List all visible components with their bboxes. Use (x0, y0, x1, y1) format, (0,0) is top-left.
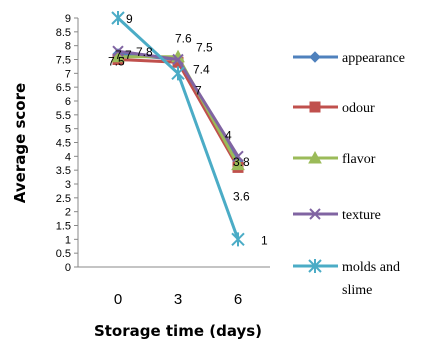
data-point-flavor (231, 157, 245, 171)
y-tick-label: 1 (65, 234, 71, 246)
legend-marker (308, 150, 322, 164)
legend-label: molds and slime (342, 260, 400, 298)
y-tick-label: 0.5 (56, 248, 71, 260)
data-point-molds-and-slime (231, 232, 245, 247)
y-tick-label: 6.5 (56, 82, 71, 94)
data-label: 7.5 (196, 41, 213, 55)
x-axis: 0 3 6 (78, 266, 270, 308)
legend-item-odour: odour (293, 101, 375, 116)
data-label: 7.8 (136, 45, 153, 59)
y-tick-label: 4 (65, 151, 71, 163)
y-tick-label: 0 (65, 262, 71, 274)
data-point-flavor (111, 49, 125, 63)
y-tick-label: 5 (65, 124, 71, 136)
legend-item-flavor: flavor (293, 150, 376, 167)
y-tick-label: 2 (65, 207, 71, 219)
x-tick-label: 0 (114, 291, 122, 308)
y-tick-label: 1.5 (56, 221, 71, 233)
legend-item-molds-and-slime: molds and slime (293, 259, 400, 298)
series-texture (112, 45, 244, 163)
data-label: 7 (195, 83, 202, 97)
y-tick-label: 2.5 (56, 193, 71, 205)
y-tick-label: 5.5 (56, 110, 71, 122)
data-label: 1 (261, 233, 268, 247)
data-label: 3.8 (233, 155, 250, 169)
legend-label: flavor (342, 152, 376, 167)
legend-marker (308, 259, 322, 273)
legend-label: texture (342, 208, 381, 223)
legend-item-texture: texture (293, 208, 381, 223)
series-molds-and-slime (111, 11, 245, 247)
legend: appearance odour flavor texture molds and sli… (293, 51, 405, 298)
data-labels: 9 7.7 7.8 7.5 7.6 7.5 7.4 7 43.8 3.6 1 (108, 12, 268, 247)
legend-marker (309, 101, 321, 113)
data-label: 9 (126, 12, 133, 26)
data-label: 7.6 (175, 32, 192, 46)
data-point-texture (112, 45, 124, 57)
y-axis: 0 0.5 11.5 2 2.5 3 3.5 44.5 5 5.5 6 6.5 77.5 8 8.5 9 (56, 13, 79, 274)
data-label: 7.7 (115, 48, 132, 62)
y-tick-label: 3 (65, 179, 71, 191)
data-label: 4 (225, 128, 232, 142)
data-label: 7.5 (108, 55, 125, 69)
y-tick-label: 4.5 (56, 138, 71, 150)
y-tick-label: 7 (65, 68, 71, 80)
x-tick-label: 3 (174, 291, 182, 308)
y-tick-label: 8.5 (56, 27, 71, 39)
legend-marker (309, 208, 321, 220)
x-axis-title: Storage time (days) (94, 322, 262, 340)
data-label: 3.6 (233, 189, 250, 203)
legend-marker (309, 51, 321, 63)
y-tick-label: 6 (65, 96, 71, 108)
y-tick-label: 8 (65, 41, 71, 53)
legend-label: appearance (342, 51, 405, 66)
legend-item-appearance: appearance (293, 51, 405, 66)
legend-label: odour (342, 101, 375, 116)
y-tick-label: 3.5 (56, 165, 71, 177)
x-tick-label: 6 (234, 291, 242, 308)
series-layer (111, 11, 245, 247)
y-tick-label: 9 (65, 13, 71, 25)
y-tick-label: 7.5 (56, 55, 71, 67)
data-point-texture (172, 53, 184, 66)
data-point-molds-and-slime (111, 11, 125, 25)
data-label: 7.4 (193, 62, 210, 76)
data-point-molds-and-slime (171, 66, 185, 81)
data-point-texture (232, 150, 244, 163)
y-axis-title: Average score (11, 83, 29, 203)
